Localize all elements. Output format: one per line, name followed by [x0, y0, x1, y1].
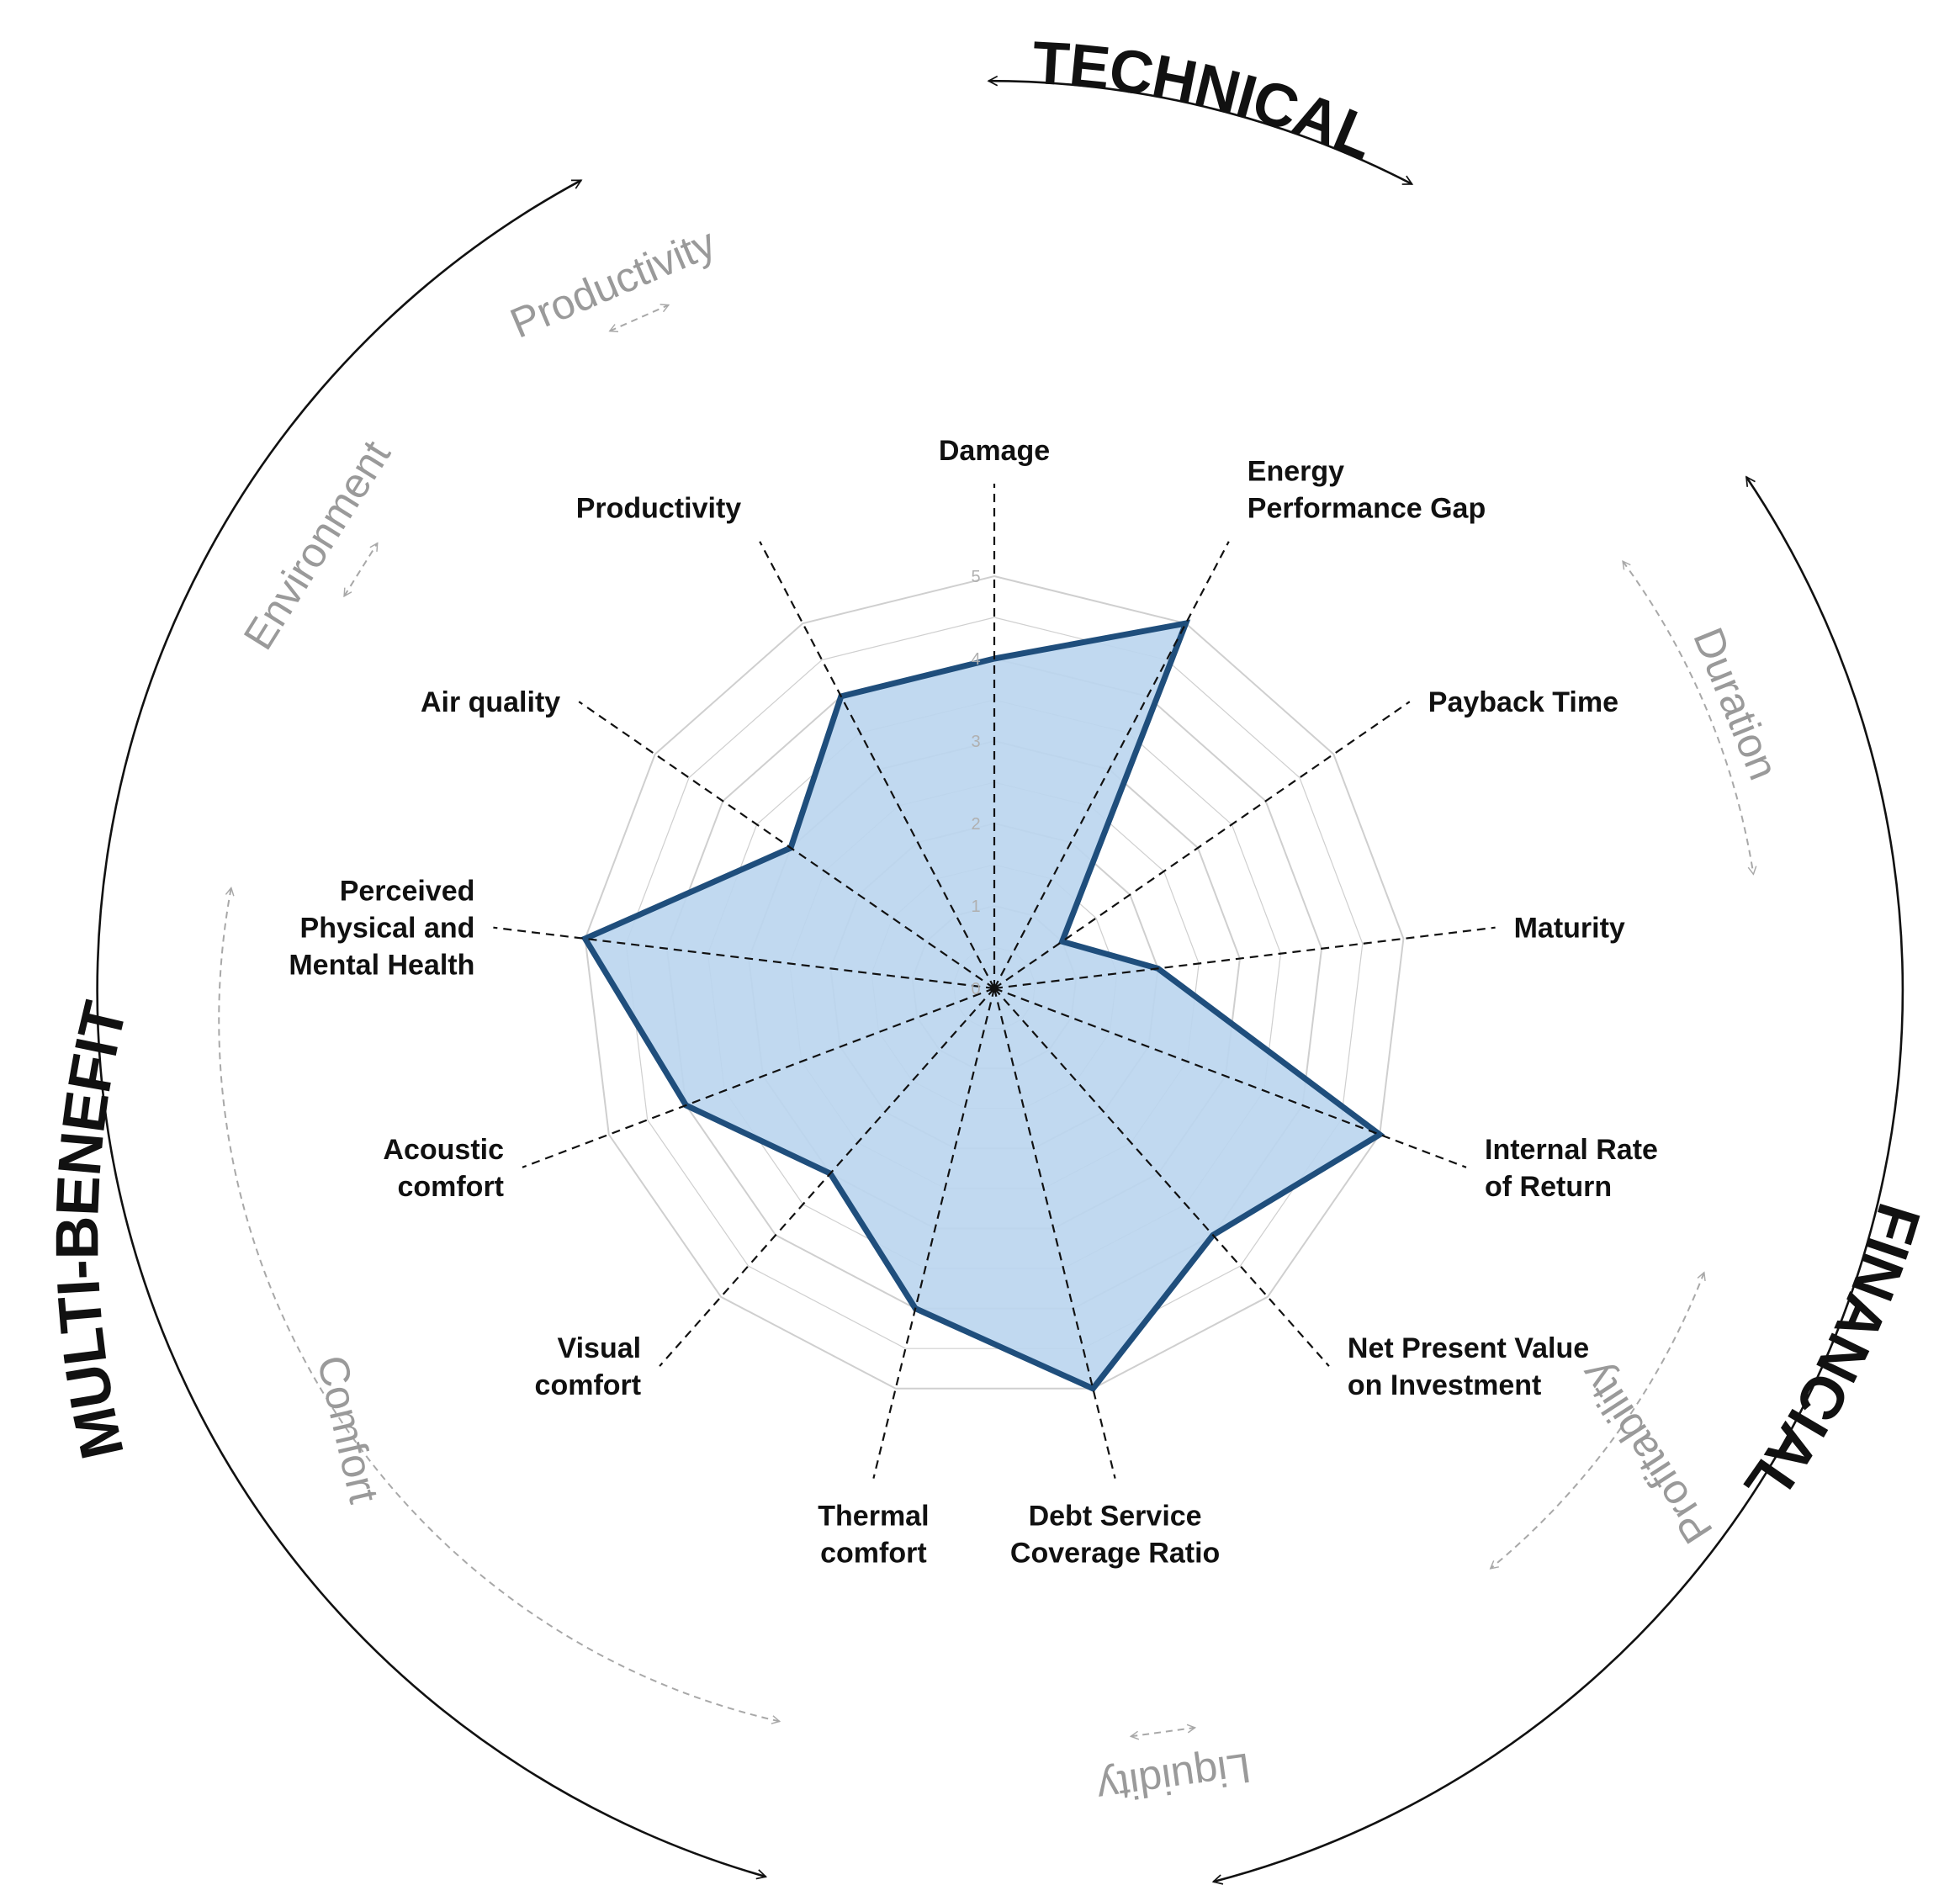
axis-label-7-line-2: Coverage Ratio	[1010, 1538, 1220, 1570]
axis-label-11-line-3: Mental Health	[289, 950, 474, 982]
radar-data-area	[580, 619, 1385, 1393]
subcategory-label-environment: Environment	[235, 432, 400, 658]
subcategory-label-duration: Duration	[1684, 621, 1788, 786]
category-label-financial: FINANCIAL	[1731, 1196, 1932, 1516]
profitability-arrow	[1489, 1271, 1706, 1570]
spoke-8	[872, 988, 996, 1479]
category-label-multi-benefit: MULTI-BENEFIT	[44, 996, 140, 1465]
productivity-arrow	[608, 304, 670, 333]
axis-label-10-line-1: Acoustic	[383, 1134, 504, 1166]
subcategory-label-liquidity: Liquidity	[1094, 1744, 1253, 1812]
spoke-2	[993, 541, 1230, 989]
axis-label-6-line-2: on Investment	[1348, 1369, 1541, 1401]
tick-label-4: 4	[971, 650, 980, 669]
comfort-arrow	[218, 886, 781, 1724]
axis-label-5-line-2: of Return	[1485, 1171, 1612, 1203]
axis-label-13-line-1: Productivity	[576, 493, 742, 525]
axis-label-9-line-2: comfort	[535, 1369, 642, 1401]
data-point-3	[1059, 939, 1065, 945]
tick-label-5: 5	[971, 568, 980, 586]
axis-label-6-line-1: Net Present Value	[1348, 1332, 1589, 1364]
tick-label-2: 2	[971, 815, 980, 834]
duration-arrow	[1622, 559, 1757, 876]
axis-label-11-line-1: Perceived	[340, 876, 475, 908]
spoke-13	[759, 541, 995, 989]
data-point-2	[1183, 621, 1189, 627]
axis-label-12-line-1: Air quality	[421, 686, 560, 718]
axis-label-11-line-2: Physical and	[300, 913, 475, 945]
data-point-11	[582, 935, 588, 941]
tick-label-0: 0	[971, 980, 980, 998]
tick-label-3: 3	[971, 733, 980, 751]
tick-label-1: 1	[971, 898, 980, 916]
category-label-technical: TECHNICAL	[1030, 29, 1384, 172]
axis-label-8-line-1: Thermal	[818, 1501, 929, 1533]
subcategory-label-profitability: Profitability	[1571, 1353, 1722, 1552]
data-point-7	[1090, 1385, 1096, 1391]
center-point	[990, 984, 999, 993]
axis-label-7-line-1: Debt Service	[1029, 1501, 1202, 1533]
spoke-7	[993, 988, 1116, 1479]
subcategory-label-comfort: Comfort	[308, 1351, 388, 1507]
axis-label-3-line-1: Payback Time	[1428, 686, 1618, 718]
axis-label-5-line-1: Internal Rate	[1485, 1134, 1658, 1166]
financial-arc	[1211, 475, 1904, 1885]
axis-label-10-line-2: comfort	[397, 1171, 504, 1203]
axis-label-4-line-1: Maturity	[1514, 913, 1625, 945]
technical-arc	[987, 75, 1414, 186]
liquidity-arrow	[1129, 1724, 1197, 1740]
axis-label-2-line-2: Performance Gap	[1248, 493, 1486, 525]
axis-label-1-line-1: Damage	[939, 435, 1050, 467]
environment-arrow	[343, 542, 379, 598]
axis-label-9-line-1: Visual	[558, 1332, 642, 1364]
axis-label-8-line-2: comfort	[820, 1538, 927, 1570]
subcategory-label-productivity: Productivity	[504, 219, 723, 347]
data-point-5	[1377, 1131, 1383, 1137]
subcategory-arrows	[218, 304, 1757, 1740]
axis-label-2-line-1: Energy	[1248, 456, 1344, 488]
radar-tick-labels: 0 1 2 3 4 5	[971, 568, 980, 998]
